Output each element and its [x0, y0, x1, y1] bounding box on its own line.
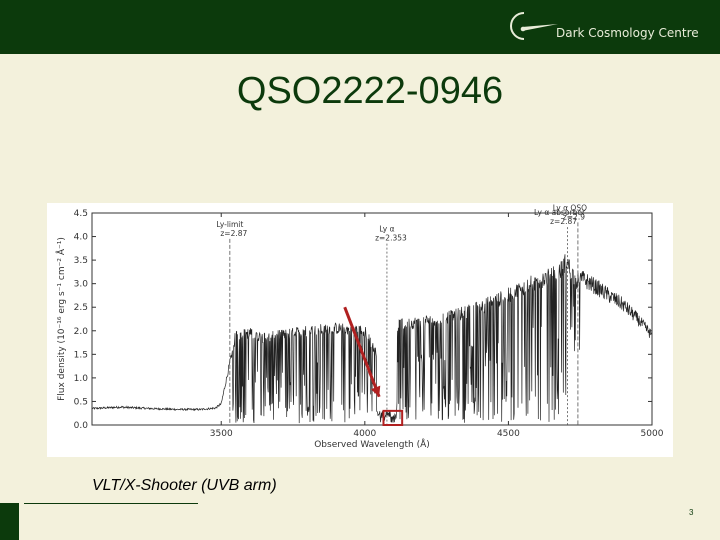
- marker-label-2: Ly α: [379, 225, 394, 234]
- x-tick-label: 4500: [497, 429, 520, 439]
- x-tick-label: 3500: [210, 429, 233, 439]
- spectrum-line: [91, 254, 653, 424]
- spectrum-chart: 0.0 0.5 1.0 1.5 2.0 2.5 3.0 3.5 4.0 4.5 3500 4000 45…: [55, 203, 664, 450]
- x-axis-label: Observed Wavelength (Å): [314, 438, 430, 450]
- spectrum-figure: 0.0 0.5 1.0 1.5 2.0 2.5 3.0 3.5 4.0 4.5 3500 4000 45…: [47, 203, 673, 457]
- figure-caption: VLT/X-Shooter (UVB arm): [92, 477, 277, 494]
- plot-frame: [91, 212, 653, 426]
- page-number: 3: [689, 508, 694, 517]
- y-tick-label: 0.0: [74, 421, 89, 431]
- footer-rule: [24, 503, 198, 504]
- highlight-box: [382, 409, 404, 427]
- marker-label-3: Ly α absorber: [534, 208, 586, 217]
- marker-sub-3: z=2.87: [550, 217, 577, 226]
- marker-sub-4: z=2.9: [563, 212, 585, 221]
- y-tick-label: 2.0: [74, 327, 89, 337]
- y-tick-label: 0.5: [74, 397, 88, 407]
- marker-label-4: Ly α QSO: [553, 203, 587, 212]
- comet-icon: [510, 12, 558, 40]
- annotation-arrow-head: [370, 385, 381, 397]
- x-tick-label: 5000: [641, 429, 664, 439]
- x-tick-label: 4000: [353, 429, 376, 439]
- dark-cosmology-logo: Dark Cosmology Centre: [510, 10, 710, 46]
- y-tick-label: 1.5: [74, 350, 88, 360]
- annotation-arrow-shaft: [343, 306, 381, 398]
- slide-title: QSO2222-0946: [236, 70, 504, 112]
- y-tick-label: 1.0: [74, 374, 89, 384]
- y-tick-label: 3.0: [74, 280, 89, 290]
- marker-label-1: Ly-limit: [216, 220, 243, 229]
- y-tick-label: 3.5: [74, 256, 88, 266]
- y-axis-label: Flux density (10⁻¹⁶ erg s⁻¹ cm⁻² Å⁻¹): [55, 237, 67, 401]
- header-bar: Dark Cosmology Centre: [0, 0, 720, 54]
- y-tick-label: 2.5: [74, 303, 88, 313]
- marker-sub-2: z=2.353: [375, 234, 407, 243]
- footer-bar: [0, 503, 19, 540]
- y-tick-label: 4.0: [74, 233, 89, 243]
- logo-text: Dark Cosmology Centre: [556, 26, 699, 40]
- y-tick-label: 4.5: [74, 209, 88, 219]
- marker-sub-1: z=2.87: [220, 229, 247, 238]
